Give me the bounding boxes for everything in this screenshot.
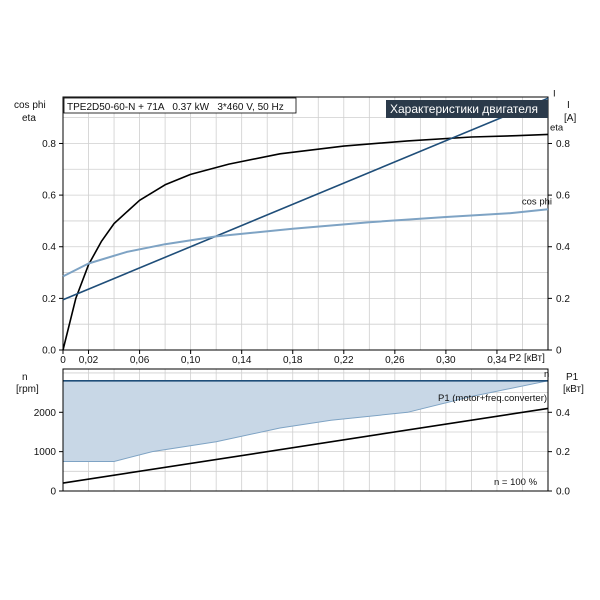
x-tick-label: 0,06 <box>130 355 150 366</box>
y-tick-label-left: 2000 <box>34 408 57 419</box>
y-tick-label-right: 0.2 <box>556 447 570 458</box>
x-tick-label: 0,22 <box>334 355 354 366</box>
y-tick-label-right: 0.4 <box>556 408 570 419</box>
y-tick-label-right: 0.6 <box>556 191 570 202</box>
top-plot-frame <box>62 96 549 351</box>
bottom-panel: n P1 (motor+freq.converter) 0 1000 2000 0.0… <box>16 368 584 498</box>
top-x-ticks: 0 0,02 0,06 0,10 0,14 0,18 0,22 0,26 0,30 0,34 <box>60 350 507 366</box>
y-tick-label-left: 0 <box>50 487 56 498</box>
y-axis-label-kw: [кВт] <box>563 384 584 395</box>
y-tick-label-left: 1000 <box>34 447 57 458</box>
y-tick-label-right: 0 <box>556 346 562 357</box>
y-axis-label-i: I <box>567 100 570 111</box>
x-axis-label: P2 [кВт] <box>509 353 545 364</box>
series-label-p1: P1 (motor+freq.converter) <box>438 393 547 404</box>
y-tick-label-right: 0.4 <box>556 242 570 253</box>
y-tick-label-right: 0.8 <box>556 139 570 150</box>
x-tick-label: 0,18 <box>283 355 303 366</box>
top-y-ticks-left: 0.0 0.2 0.4 0.6 0.8 <box>42 139 63 357</box>
y-tick-label-right: 0.2 <box>556 294 570 305</box>
y-axis-label-cosphi: cos phi <box>14 100 46 111</box>
series-label-n: n <box>544 369 549 380</box>
chart-title: TPE2D50-60-N + 71A 0.37 kW 3*460 V, 50 H… <box>67 102 284 113</box>
y-axis-label-amp: [A] <box>564 113 576 124</box>
y-axis-label-n: n <box>22 372 28 383</box>
x-tick-label: 0,14 <box>232 355 252 366</box>
chart-header-box <box>386 100 548 118</box>
chart-title-box <box>63 97 297 114</box>
y-tick-label-left: 0.6 <box>42 191 56 202</box>
y-tick-label-left: 0.8 <box>42 139 56 150</box>
series-line-i <box>62 97 549 301</box>
x-tick-label: 0,02 <box>79 355 99 366</box>
series-line-eta <box>62 133 549 351</box>
y-tick-label-left: 0.0 <box>42 346 56 357</box>
x-tick-label: 0,30 <box>436 355 456 366</box>
bottom-plot-frame <box>62 368 549 492</box>
operating-area <box>63 380 548 462</box>
y-tick-label-left: 0.2 <box>42 294 56 305</box>
series-line-n-min <box>63 380 549 462</box>
series-line-cos-phi <box>62 208 549 278</box>
bottom-y-ticks-left: 0 1000 2000 <box>34 408 63 498</box>
x-tick-label: 0,34 <box>487 355 507 366</box>
y-axis-label-rpm: [rpm] <box>16 384 39 395</box>
y-axis-label-p1: P1 <box>566 372 579 383</box>
series-line-p1 <box>62 407 549 484</box>
y-axis-label-eta: eta <box>22 113 36 124</box>
bottom-y-ticks-right: 0.0 0.2 0.4 <box>548 408 570 498</box>
x-tick-label: 0,10 <box>181 355 201 366</box>
top-panel: 0 0,02 0,06 0,10 0,14 0,18 0,22 0,26 0,30 0,34 0.… <box>14 88 576 366</box>
x-tick-label: 0 <box>60 355 66 366</box>
top-y-ticks-right: 0 0.2 0.4 0.6 0.8 <box>548 139 570 357</box>
series-label-i: I <box>553 88 556 99</box>
top-grid <box>63 97 548 350</box>
y-tick-label-left: 0.4 <box>42 242 56 253</box>
series-label-cos-phi: cos phi <box>522 196 552 207</box>
y-tick-label-right: 0.0 <box>556 487 570 498</box>
bottom-series: n P1 (motor+freq.converter) <box>62 369 549 484</box>
series-label-eta: eta <box>550 122 564 133</box>
speed-annotation: n = 100 % <box>494 477 538 488</box>
chart-header: Характеристики двигателя <box>390 102 538 116</box>
x-tick-label: 0,26 <box>385 355 405 366</box>
